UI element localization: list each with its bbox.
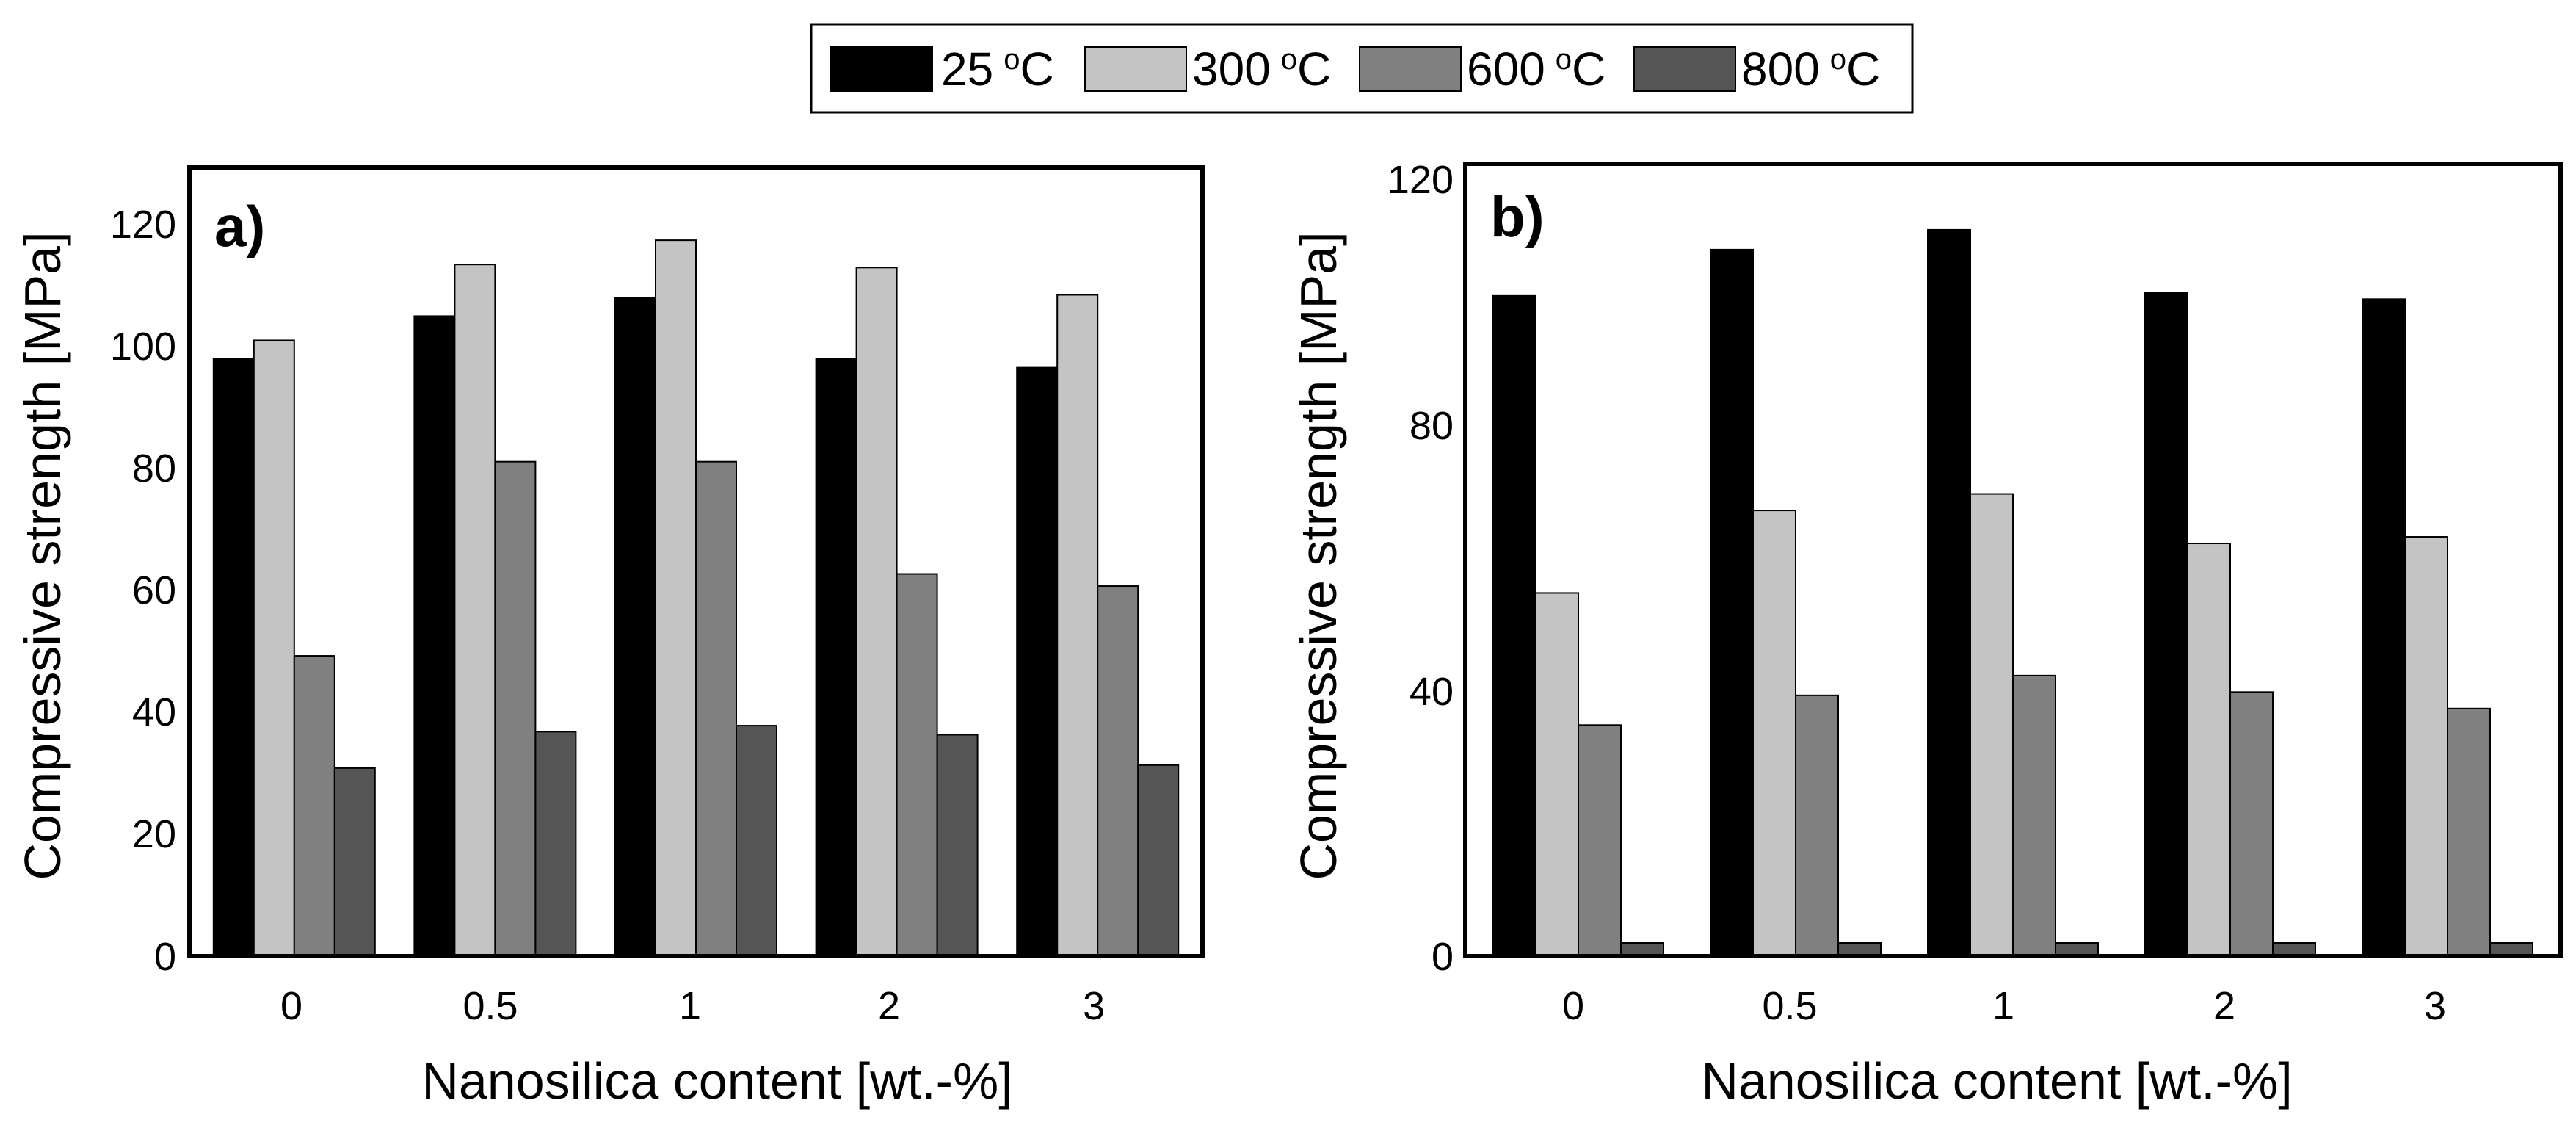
panel-a-bar-0-600c: [293, 655, 335, 957]
panel-a-label: a): [214, 194, 265, 258]
panel-b-xtick-0.5: 0.5: [1762, 984, 1817, 1028]
panel-a-ytick-60: 60: [132, 568, 176, 612]
panel-a-bar-3-600c: [1097, 585, 1139, 957]
panel-b-label: b): [1490, 184, 1545, 249]
panel-b-bars: [1492, 228, 2533, 958]
legend-label-300: 300 oC: [1192, 43, 1331, 95]
panel-a-ylabel: Compressive strength [MPa]: [14, 231, 71, 880]
legend-swatch-300: [1084, 46, 1187, 92]
panel-a-bar-0-300c: [253, 339, 295, 957]
panel-b-bar-2-300c: [2187, 543, 2231, 957]
legend-swatch-25: [830, 46, 933, 92]
panel-a-xtick-0.5: 0.5: [462, 984, 518, 1028]
panel-b-bar-2-600c: [2229, 691, 2274, 957]
panel-a-bar-0-25c: [212, 358, 255, 957]
panel-b-bar-0.5-25c: [1710, 248, 1754, 957]
panel-b-ytick-0: 0: [1432, 935, 1454, 979]
panel-a-ytick-40: 40: [132, 690, 176, 734]
panel-a-bar-0.5-25c: [413, 315, 456, 957]
panel-a-bar-2-300c: [855, 267, 898, 958]
panel-a-xtick-2: 2: [878, 984, 900, 1028]
panel-a: a) 0 20 40 60 80 100 120 0 0.5 1 2 3 Nan…: [14, 165, 1205, 1110]
panel-b-ytick-80: 80: [1409, 404, 1454, 448]
panel-a-bar-0.5-600c: [494, 460, 537, 957]
panel-a-xlabel: Nanosilica content [wt.-%]: [421, 1052, 1012, 1110]
panel-a-bar-1-300c: [655, 239, 697, 957]
legend-swatch-800: [1633, 46, 1736, 92]
panel-b-bar-2-25c: [2144, 292, 2188, 957]
panel-a-ytick-20: 20: [132, 812, 176, 856]
panel-a-ytick-0: 0: [154, 935, 176, 979]
panel-b-bar-1-25c: [1927, 228, 1971, 957]
panel-b-bar-3-25c: [2362, 298, 2406, 957]
panel-b-bar-0-300c: [1535, 592, 1579, 957]
panel-a-bars: [212, 239, 1180, 958]
panel-b-ytick-40: 40: [1409, 670, 1454, 714]
panel-a-bar-1-800c: [736, 725, 777, 957]
panel-b-xtick-3: 3: [2424, 984, 2446, 1028]
panel-a-bar-2-600c: [896, 573, 938, 957]
panel-b: b) 0 40 80 120 0 0.5 1 2 3 Nanosilica co…: [1290, 158, 2563, 1110]
panel-b-xtick-0: 0: [1562, 984, 1584, 1028]
panel-b-bar-1-600c: [2012, 674, 2056, 958]
panel-a-xtick-1: 1: [679, 984, 701, 1028]
panel-b-xlabel: Nanosilica content [wt.-%]: [1701, 1052, 2292, 1110]
panel-a-bar-0-800c: [333, 767, 376, 958]
panel-a-xtick-3: 3: [1083, 984, 1105, 1028]
panel-b-xtick-2: 2: [2213, 984, 2235, 1028]
panel-a-bar-2-800c: [936, 734, 979, 957]
panel-b-bar-0-25c: [1492, 294, 1536, 958]
panel-a-ytick-100: 100: [110, 325, 176, 369]
panel-b-bar-1-300c: [1970, 493, 2014, 957]
panel-b-bar-0-600c: [1578, 724, 1622, 958]
panel-b-xtick-1: 1: [1992, 984, 2014, 1028]
panel-b-frame: [1463, 162, 2563, 958]
panel-b-bar-3-300c: [2404, 536, 2448, 957]
panel-a-ytick-80: 80: [132, 446, 176, 491]
panel-a-xtick-0: 0: [280, 984, 302, 1028]
panel-a-bar-3-800c: [1137, 764, 1180, 958]
panel-a-bar-0.5-300c: [454, 264, 496, 957]
panel-b-bar-0.5-300c: [1752, 510, 1796, 957]
legend-swatch-600: [1359, 46, 1462, 92]
panel-b-ylabel: Compressive strength [MPa]: [1290, 231, 1347, 880]
legend-label-600: 600 oC: [1467, 43, 1606, 95]
legend: 25 oC 300 oC 600 oC 800 oC: [810, 23, 1914, 114]
panel-a-frame: [187, 165, 1205, 958]
panel-a-bar-3-300c: [1056, 294, 1099, 957]
legend-label-25: 25 oC: [941, 43, 1054, 95]
panel-a-bar-2-25c: [815, 358, 857, 957]
panel-b-ytick-120: 120: [1387, 158, 1454, 202]
panel-a-ytick-120: 120: [110, 203, 176, 247]
legend-label-800: 800 oC: [1741, 43, 1880, 95]
panel-b-bar-3-600c: [2447, 707, 2491, 957]
panel-a-bar-3-25c: [1016, 366, 1059, 957]
panel-a-bar-1-600c: [695, 460, 737, 957]
panel-b-bar-0.5-600c: [1795, 694, 1839, 957]
panel-a-bar-1-25c: [614, 297, 656, 958]
panel-a-bar-0.5-800c: [534, 731, 577, 957]
